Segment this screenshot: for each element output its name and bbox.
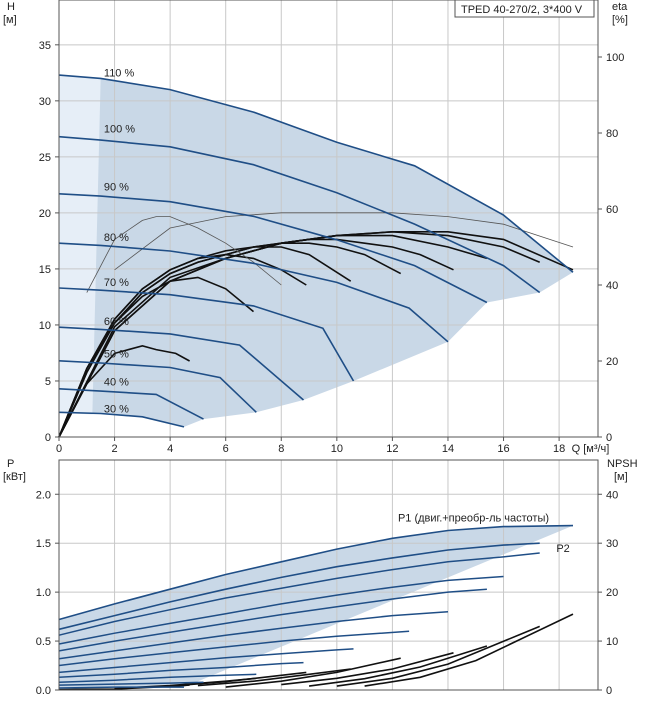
y-tick-label: 5 [45, 376, 51, 388]
power-curve [58, 681, 204, 686]
annotation-p2: P2 [556, 543, 569, 555]
npsh-curve [225, 657, 401, 688]
y2-tick-label: 40 [606, 489, 618, 501]
y2-tick-label: 0 [606, 685, 612, 697]
y2-axis-label: eta [612, 1, 628, 13]
y2-tick-label: 40 [606, 280, 618, 292]
x-tick-label: 16 [497, 443, 509, 455]
x-tick-label: 4 [167, 443, 173, 455]
y2-axis-label: NPSH [607, 458, 638, 470]
npsh-curve [170, 671, 307, 687]
power-curve [58, 673, 257, 683]
eta-curve [86, 216, 282, 293]
y2-tick-label: 80 [606, 128, 618, 140]
y-tick-label: 0.5 [36, 636, 51, 648]
plot-frame-top [58, 0, 599, 438]
speed-curve [58, 388, 204, 420]
y2-tick-label: 30 [606, 538, 618, 550]
speed-curve-label: 110 % [104, 67, 135, 79]
y2-tick-label: 20 [606, 587, 618, 599]
power-curve [58, 661, 304, 679]
x-tick-label: 2 [112, 443, 118, 455]
y-axis-unit: [м] [3, 14, 17, 26]
power-curve [58, 575, 504, 645]
speed-curve-label: 40 % [104, 377, 129, 389]
x-tick-label: 18 [553, 443, 565, 455]
speed-curve-label: 50 % [104, 349, 129, 361]
y-tick-label: 0.0 [36, 685, 51, 697]
y-tick-label: 25 [39, 152, 51, 164]
eta-curve [114, 212, 574, 271]
y-axis-unit: [кВт] [3, 471, 26, 483]
speed-curve-label: 30 % [104, 404, 129, 416]
y2-tick-label: 20 [606, 356, 618, 368]
speed-curve-label: 90 % [104, 182, 129, 194]
y2-tick-label: 0 [606, 432, 612, 444]
npsh-curve [308, 645, 488, 687]
y-tick-label: 15 [39, 264, 51, 276]
x-tick-label: 14 [442, 443, 454, 455]
speed-curve [58, 135, 541, 294]
y-tick-label: 0 [45, 432, 51, 444]
operating-area-top [59, 75, 573, 427]
x-tick-label: 0 [56, 443, 62, 455]
speed-curve [58, 242, 449, 343]
power-curve [58, 588, 487, 652]
speed-curve [58, 326, 305, 401]
x-tick-label: 8 [278, 443, 284, 455]
x-tick-label: 6 [223, 443, 229, 455]
y2-tick-label: 10 [606, 636, 618, 648]
npsh-curve [364, 613, 574, 687]
speed-curve [58, 411, 185, 428]
y-tick-label: 35 [39, 40, 51, 52]
chart-title: TPED 40-270/2, 3*400 V [461, 4, 583, 16]
y-tick-label: 30 [39, 96, 51, 108]
eta-curve [58, 238, 454, 438]
y-axis-label: H [7, 1, 15, 13]
power-curve [58, 630, 410, 667]
y2-tick-label: 60 [606, 204, 618, 216]
power-curve [58, 610, 449, 660]
x-tick-label: 12 [386, 443, 398, 455]
speed-curve-label: 70 % [104, 277, 129, 289]
x-axis-label: Q [м³/ч] [572, 443, 610, 455]
npsh-curve [197, 668, 351, 687]
power-curve [58, 542, 540, 631]
speed-curve-label: 100 % [104, 123, 135, 135]
power-curve [58, 686, 184, 689]
y-tick-label: 20 [39, 208, 51, 220]
speed-curve-label: 60 % [104, 316, 129, 328]
npsh-curve [281, 652, 454, 686]
y-tick-label: 10 [39, 320, 51, 332]
eta-curve [58, 246, 352, 438]
y-tick-label: 2.0 [36, 489, 51, 501]
y2-tick-label: 100 [606, 52, 624, 64]
y-tick-label: 1.5 [36, 538, 51, 550]
power-curve [58, 552, 540, 636]
power-curve [58, 524, 574, 621]
y2-axis-unit: [м] [614, 471, 628, 483]
y-axis-label: P [7, 458, 14, 470]
speed-curve [58, 193, 488, 304]
title-box [454, 0, 595, 18]
y-tick-label: 1.0 [36, 587, 51, 599]
speed-curve [58, 74, 574, 273]
plot-frame-bottom [58, 459, 599, 691]
y2-axis-unit: [%] [612, 14, 628, 26]
speed-curve [58, 287, 355, 382]
speed-curve [58, 360, 257, 413]
eta-curve [58, 231, 574, 438]
annotation-p1: P1 (двиг.+преобр-ль частоты) [398, 513, 549, 525]
npsh-curve [336, 625, 541, 687]
operating-area-bottom [59, 525, 573, 688]
speed-curve-label: 80 % [104, 232, 129, 244]
x-tick-label: 10 [331, 443, 343, 455]
power-curve [58, 648, 354, 674]
